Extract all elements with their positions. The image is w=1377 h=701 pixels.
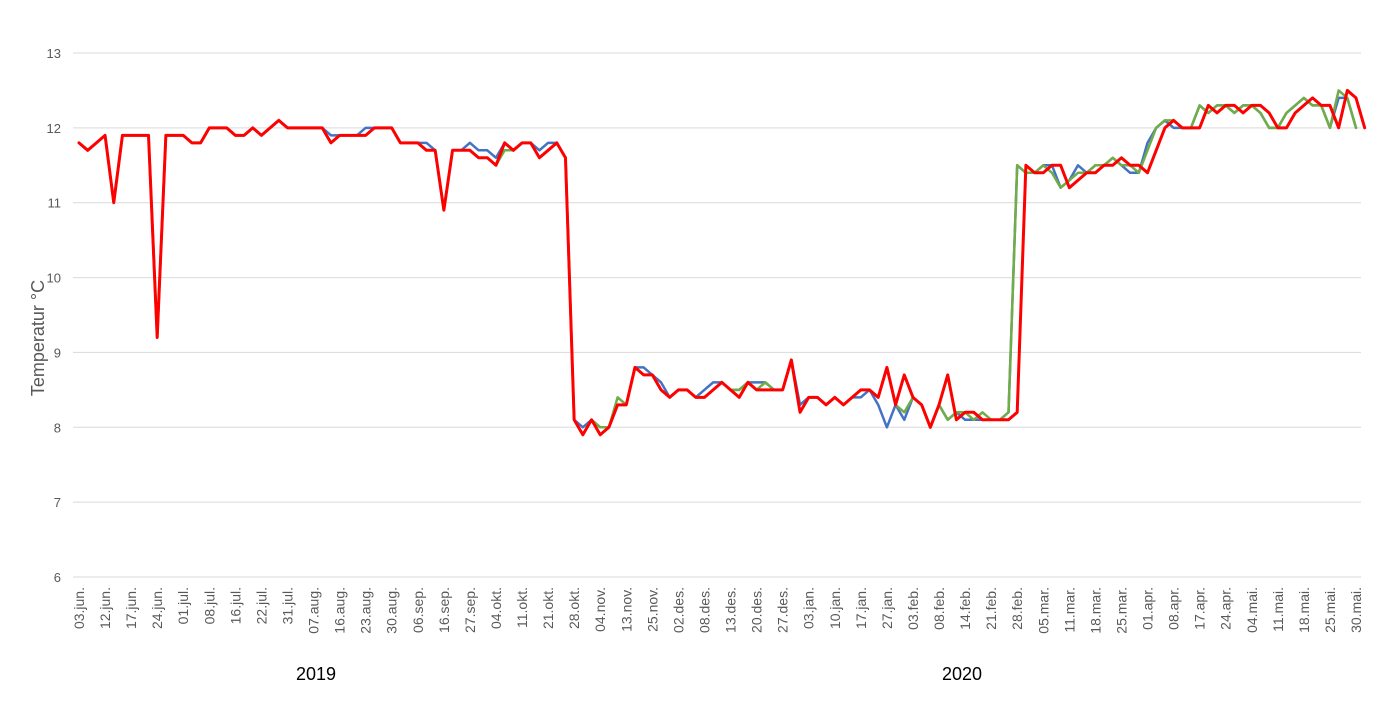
- y-tick-label: 6: [54, 570, 61, 585]
- year-label-2019: 2019: [296, 664, 336, 684]
- x-tick-label: 27.jan.: [879, 587, 895, 629]
- x-tick-label: 14.feb.: [957, 587, 973, 630]
- x-tick-label: 13.des.: [723, 587, 739, 633]
- y-tick-label: 9: [54, 345, 61, 360]
- x-tick-label: 25.mar.: [1113, 587, 1129, 634]
- x-tick-label: 25.mai.: [1322, 587, 1338, 633]
- x-tick-label: 02.des.: [670, 587, 686, 633]
- x-tick-label: 10.jan.: [827, 587, 843, 629]
- x-tick-label: 27.sep.: [462, 587, 478, 633]
- x-tick-label: 05.mar.: [1035, 587, 1051, 634]
- x-tick-label: 24.apr.: [1218, 587, 1234, 630]
- x-tick-label: 07.aug.: [306, 587, 322, 634]
- x-tick-label: 03.feb.: [905, 587, 921, 630]
- x-tick-label: 21.okt.: [540, 587, 556, 629]
- x-tick-label: 16.aug.: [332, 587, 348, 634]
- x-tick-label: 24.jun.: [149, 587, 165, 629]
- x-tick-label: 16.jul.: [227, 587, 243, 624]
- x-tick-label: 11.okt.: [514, 587, 530, 628]
- x-tick-label: 17.jun.: [123, 587, 139, 629]
- x-tick-label: 18.mar.: [1087, 587, 1103, 634]
- y-tick-label: 11: [48, 196, 62, 211]
- x-tick-label: 17.jan.: [853, 587, 869, 629]
- x-tick-label: 25.nov.: [644, 587, 660, 632]
- x-tick-label: 08.apr.: [1166, 587, 1182, 630]
- x-tick-label: 18.mai.: [1296, 587, 1312, 633]
- x-tick-label: 22.jul.: [253, 587, 269, 624]
- series-lines: [77, 88, 1367, 437]
- year-label-2020: 2020: [942, 664, 982, 684]
- x-tick-label: 03.jun.: [71, 587, 87, 629]
- x-tick-label: 04.nov.: [592, 587, 608, 632]
- series-line-1: [77, 96, 1358, 429]
- x-tick-label: 28.feb.: [1009, 587, 1025, 630]
- x-tick-label: 16.sep.: [436, 587, 452, 633]
- y-tick-label: 7: [54, 495, 61, 510]
- x-tick-label: 23.aug.: [358, 587, 374, 634]
- y-axis-label: Temperatur °C: [28, 280, 48, 396]
- y-tick-label: 13: [47, 46, 61, 61]
- x-tick-label: 27.des.: [775, 587, 791, 633]
- x-tick-label: 03.jan.: [801, 587, 817, 629]
- y-tick-label: 12: [47, 121, 61, 136]
- x-tick-label: 30.aug.: [384, 587, 400, 634]
- x-tick-label: 04.okt.: [488, 587, 504, 629]
- x-tick-label: 17.apr.: [1192, 587, 1208, 630]
- x-tick-label: 08.feb.: [931, 587, 947, 630]
- y-tick-label: 8: [54, 420, 61, 435]
- x-tick-label: 21.feb.: [983, 587, 999, 630]
- x-tick-label: 12.jun.: [97, 587, 113, 629]
- x-tick-label: 01.jul.: [175, 587, 191, 624]
- x-tick-label: 08.jul.: [201, 587, 217, 624]
- x-tick-label: 04.mai.: [1244, 587, 1260, 633]
- x-tick-label: 13.nov.: [618, 587, 634, 632]
- x-axis-tick-labels: 03.jun. 12.jun. 17.jun. 24.jun. 01.jul. 08.ju…: [71, 587, 1364, 634]
- x-tick-label: 11.mai.: [1270, 587, 1286, 632]
- x-tick-label: 06.sep.: [410, 587, 426, 633]
- y-tick-label: 10: [47, 271, 61, 286]
- y-axis-tick-labels: 6 7 8 9 10 11 12 13: [47, 46, 61, 585]
- x-tick-label: 28.okt.: [566, 587, 582, 629]
- x-tick-label: 31.jul.: [279, 587, 295, 624]
- x-tick-label: 01.apr.: [1140, 587, 1156, 630]
- x-tick-label: 11.mar.: [1061, 587, 1077, 633]
- series-line-3: [77, 88, 1367, 437]
- x-tick-label: 30.mai.: [1348, 587, 1364, 633]
- x-tick-label: 08.des.: [696, 587, 712, 633]
- x-tick-label: 20.des.: [749, 587, 765, 633]
